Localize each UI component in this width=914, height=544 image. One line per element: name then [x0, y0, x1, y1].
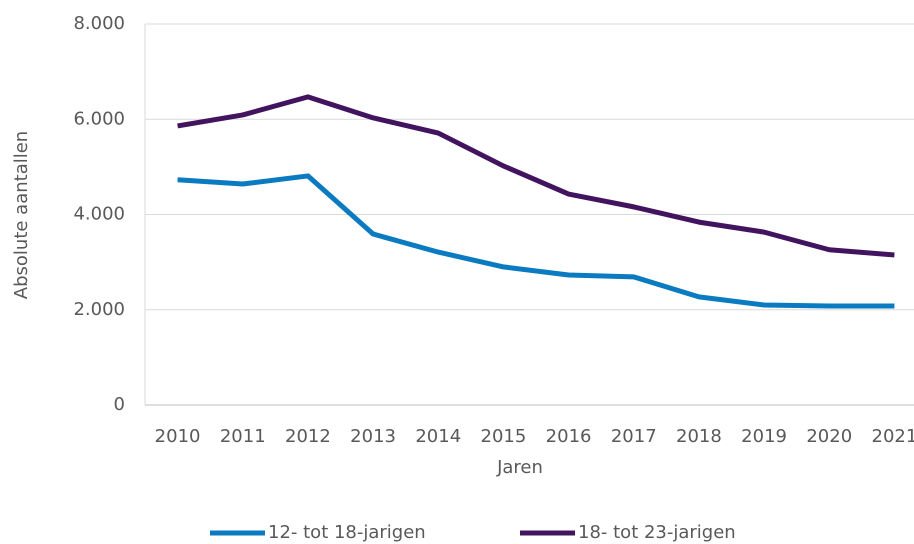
y-tick-label: 0 — [114, 394, 125, 415]
x-tick-label: 2021 — [872, 426, 914, 447]
x-axis-label: Jaren — [496, 457, 543, 478]
x-tick-label: 2010 — [155, 426, 201, 447]
x-tick-label: 2017 — [611, 426, 657, 447]
x-tick-label: 2012 — [285, 426, 331, 447]
x-tick-label: 2020 — [806, 426, 852, 447]
y-tick-label: 8.000 — [73, 13, 125, 34]
y-tick-label: 2.000 — [73, 299, 125, 320]
y-tick-label: 6.000 — [73, 108, 125, 129]
legend-label: 18- tot 23-jarigen — [578, 522, 736, 543]
x-tick-label: 2019 — [741, 426, 787, 447]
line-series — [177, 94, 895, 258]
x-tick-label: 2013 — [350, 426, 396, 447]
legend-label: 12- tot 18-jarigen — [268, 522, 426, 543]
x-tick-label: 2016 — [546, 426, 592, 447]
x-tick-label: 2018 — [676, 426, 722, 447]
y-axis-label: Absolute aantallen — [11, 131, 32, 299]
line-series — [177, 173, 895, 309]
x-tick-label: 2014 — [415, 426, 461, 447]
x-tick-label: 2011 — [220, 426, 266, 447]
x-tick-label: 2015 — [481, 426, 527, 447]
y-tick-label: 4.000 — [73, 204, 125, 225]
